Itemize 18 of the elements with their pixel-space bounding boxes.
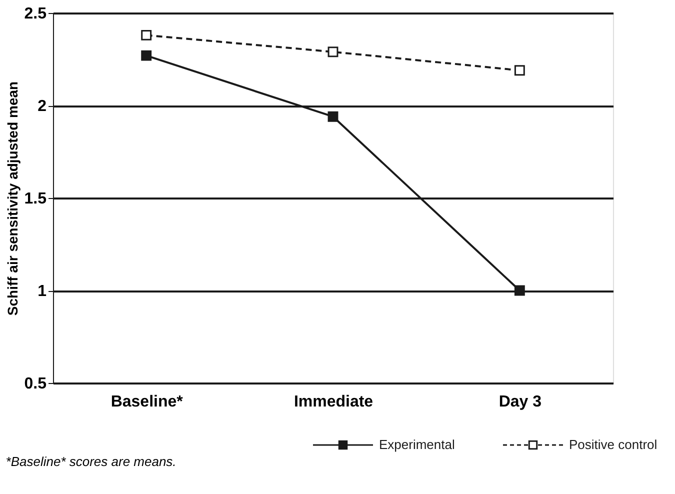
legend-label: Positive control (569, 437, 658, 452)
x-tick-label: Immediate (294, 394, 374, 410)
text: *Baseline* scores are means. (6, 454, 176, 469)
y-tick-label: 2.5 (24, 6, 47, 22)
legend-label: Experimental (379, 437, 455, 452)
x-tick-label: Day 3 (498, 394, 542, 410)
y-tick-label: 1.5 (24, 190, 47, 208)
y-tick-label: 0.5 (24, 376, 47, 392)
point (141, 50, 152, 61)
y-tick-label: 2 (38, 98, 47, 115)
y-axis-title: Schiff air sensitivity adjusted mean (4, 81, 20, 316)
point (328, 111, 338, 122)
point (328, 46, 338, 58)
point (514, 65, 525, 76)
point (514, 285, 525, 296)
point (141, 30, 152, 40)
x-tick-label: Baseline* (110, 394, 184, 410)
y-tick-label: 1 (38, 283, 47, 300)
